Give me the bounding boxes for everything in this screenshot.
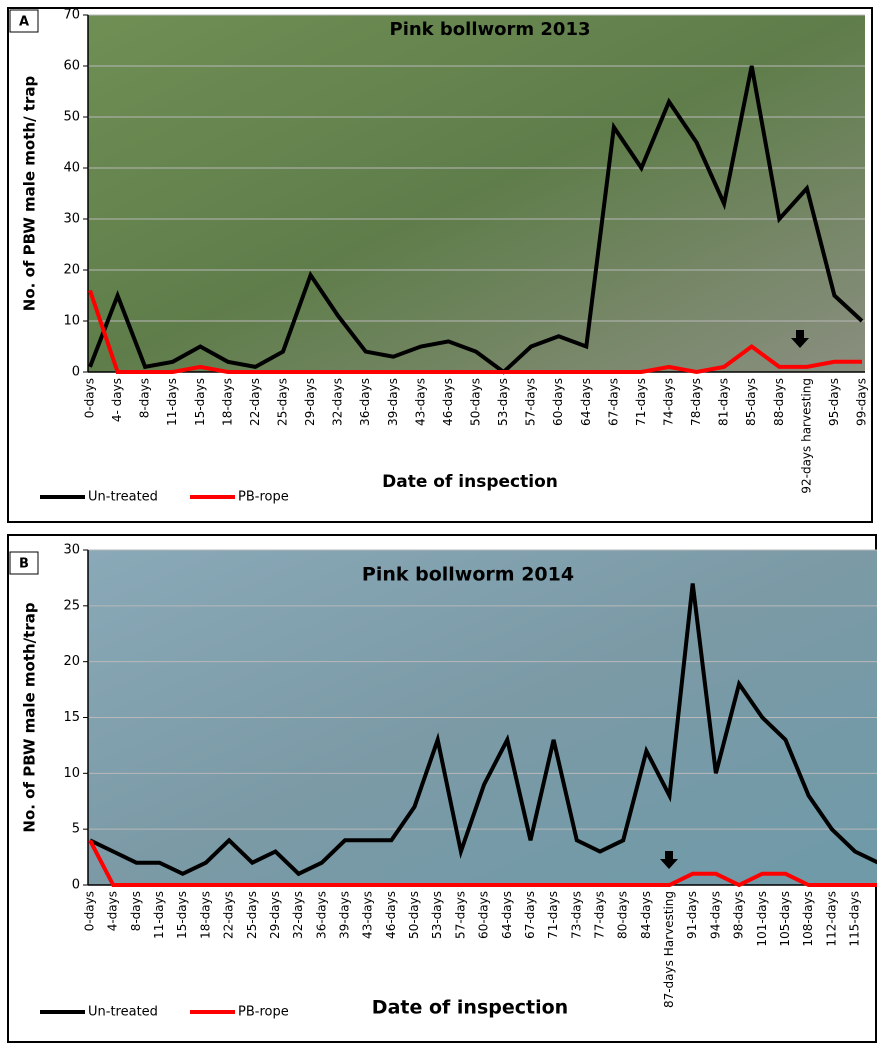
panel-label: B (19, 557, 29, 572)
x-tick-label: 43-days (361, 891, 375, 939)
x-tick-label: 43-days (413, 378, 427, 426)
photo-background (88, 15, 865, 372)
x-tick-label: 36-days (358, 378, 372, 426)
x-tick-label: 94-days (708, 891, 722, 939)
y-tick-label: 25 (63, 598, 80, 613)
x-tick-label: 92-days harvesting (799, 378, 813, 494)
x-tick-label: 112-days (824, 891, 838, 947)
y-tick-label: 50 (63, 110, 80, 125)
x-tick-label: 71-days (546, 891, 560, 939)
x-tick-label: 57-days (453, 891, 467, 939)
x-tick-label: 101-days (755, 891, 769, 947)
x-tick-label: 71-days (634, 378, 648, 426)
y-tick-label: 40 (63, 161, 80, 176)
x-tick-label: 50-days (469, 378, 483, 426)
x-tick-label: 95-days (827, 378, 841, 426)
x-tick-label: 88-days (772, 378, 786, 426)
x-tick-label: 99-days (855, 378, 869, 426)
x-tick-label: 8-days (138, 378, 152, 418)
x-tick-label: 64-days (579, 378, 593, 426)
x-tick-label: 87-days Harvesting (662, 891, 676, 1008)
y-tick-label: 0 (72, 365, 80, 380)
y-tick-label: 0 (72, 878, 80, 893)
x-tick-label: 39-days (386, 378, 400, 426)
x-tick-label: 80-days (616, 891, 630, 939)
y-tick-label: 5 (72, 822, 80, 837)
x-axis-label: Date of inspection (372, 997, 568, 1019)
x-tick-label: 11-days (152, 891, 166, 939)
x-tick-label: 0-days (83, 891, 97, 931)
y-tick-label: 30 (63, 212, 80, 227)
x-tick-label: 0-days (83, 378, 97, 418)
x-tick-label: 25-days (276, 378, 290, 426)
x-tick-label: 108-days (801, 891, 815, 947)
chart-title: Pink bollworm 2014 (362, 564, 574, 586)
y-tick-label: 20 (63, 654, 80, 669)
x-tick-label: 46-days (384, 891, 398, 939)
x-tick-label: 78-days (689, 378, 703, 426)
y-tick-label: 30 (63, 543, 80, 558)
legend-label: Un-treated (88, 1005, 158, 1020)
x-tick-label: 60-days (477, 891, 491, 939)
x-tick-label: 67-days (606, 378, 620, 426)
x-tick-label: 57-days (524, 378, 538, 426)
y-tick-label: 70 (63, 8, 80, 23)
x-tick-label: 32-days (291, 891, 305, 939)
x-tick-label: 15-days (175, 891, 189, 939)
x-tick-label: 73-days (569, 891, 583, 939)
x-tick-label: 39-days (338, 891, 352, 939)
x-tick-label: 18-days (220, 378, 234, 426)
x-tick-label: 67-days (523, 891, 537, 939)
x-tick-label: 22-days (222, 891, 236, 939)
x-tick-label: 11-days (165, 378, 179, 426)
x-tick-label: 85-days (744, 378, 758, 426)
y-tick-label: 15 (63, 710, 80, 725)
x-tick-label: 18-days (198, 891, 212, 939)
x-tick-label: 36-days (314, 891, 328, 939)
panel-label: A (19, 15, 29, 30)
x-tick-label: 46-days (441, 378, 455, 426)
y-axis-label: No. of PBW male moth/trap (21, 602, 39, 832)
x-tick-label: 29-days (268, 891, 282, 939)
x-axis-label: Date of inspection (382, 472, 558, 492)
x-tick-label: 53-days (496, 378, 510, 426)
y-tick-label: 60 (63, 59, 80, 74)
x-tick-label: 98-days (732, 891, 746, 939)
y-axis-label: No. of PBW male moth/ trap (21, 76, 39, 312)
x-tick-label: 4- days (110, 378, 124, 422)
x-tick-label: 53-days (430, 891, 444, 939)
x-tick-label: 4-days (106, 891, 120, 931)
x-tick-label: 105-days (778, 891, 792, 947)
x-tick-label: 8-days (129, 891, 143, 931)
legend-label: PB-rope (238, 490, 289, 505)
y-tick-label: 10 (63, 314, 80, 329)
x-tick-label: 115-days (848, 891, 862, 947)
legend-label: Un-treated (88, 490, 158, 505)
y-tick-label: 20 (63, 263, 80, 278)
chart: 0102030405060700-days4- days8-days11-day… (0, 0, 877, 1043)
x-tick-label: 64-days (500, 891, 514, 939)
x-tick-label: 32-days (331, 378, 345, 426)
chart-title: Pink bollworm 2013 (390, 19, 591, 40)
x-tick-label: 15-days (193, 378, 207, 426)
x-tick-label: 50-days (407, 891, 421, 939)
x-tick-label: 77-days (593, 891, 607, 939)
legend-label: PB-rope (238, 1005, 289, 1020)
x-tick-label: 60-days (551, 378, 565, 426)
x-tick-label: 25-days (245, 891, 259, 939)
x-tick-label: 74-days (662, 378, 676, 426)
x-tick-label: 22-days (248, 378, 262, 426)
x-tick-label: 91-days (685, 891, 699, 939)
x-tick-label: 29-days (303, 378, 317, 426)
x-tick-label: 81-days (717, 378, 731, 426)
y-tick-label: 10 (63, 766, 80, 781)
x-tick-label: 84-days (639, 891, 653, 939)
